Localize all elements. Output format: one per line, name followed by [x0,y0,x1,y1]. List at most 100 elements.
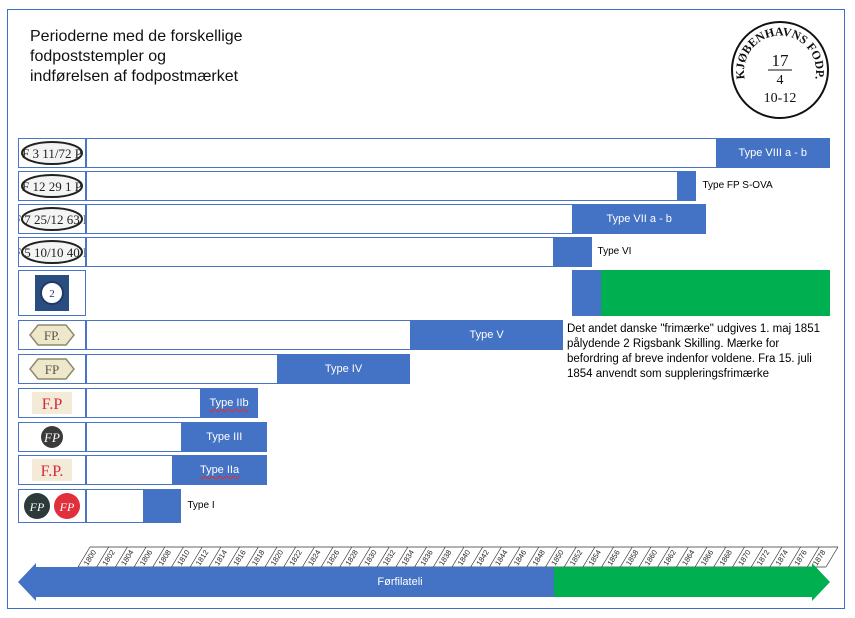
year-tick-label: 1806 [138,548,154,567]
year-tick-label: 1834 [400,548,416,567]
tick-line [601,546,614,568]
oval-stamp-icon: F 5 10/10 40 P [18,237,86,267]
year-tick-label: 1870 [736,548,752,567]
year-tick-label: 1820 [269,548,285,567]
year-tick-label: 1856 [605,548,621,567]
period-bar [572,270,602,316]
svg-text:2: 2 [49,288,55,300]
period-label: Type VIII a - b [738,147,807,159]
tick-line [339,546,353,568]
period-bar [553,237,592,267]
svg-text:FP: FP [59,500,75,514]
period-label: Type III [206,431,243,443]
period-bar: Type III [181,422,268,452]
postmark-hour: 10-12 [764,91,797,106]
red-fp-icon: F.P. [18,455,86,485]
year-tick-label: 1824 [306,548,322,567]
year-tick-label: 1832 [381,548,397,567]
period-label: Type FP S-OVA [702,180,773,191]
tick-line [376,546,390,568]
tick-line [283,546,297,568]
postage-stamp-icon: 2 [18,270,86,316]
period-bar: Type IIa [171,455,268,485]
period-label: Type V [469,329,504,341]
tick-line [489,546,502,568]
timeline-arrow-blue [18,563,554,601]
tick-line [414,546,427,568]
year-tick-label: 1848 [530,548,546,567]
year-tick-label: 1842 [474,548,490,567]
tick-line [77,546,91,568]
tick-line [825,546,839,568]
svg-text:F 12 29 1 P: F 12 29 1 P [22,179,82,194]
year-tick-label: 1858 [624,548,640,567]
tick-line [507,546,521,568]
year-tick-label: 1818 [250,548,266,567]
year-tick-label: 1800 [82,548,98,567]
year-tick-label: 1872 [755,548,771,567]
period-row [86,171,697,201]
year-tick-label: 1878 [811,548,827,567]
tick-line [563,546,577,568]
tick-line [395,546,409,568]
diagram-frame [7,9,845,609]
postmark-circle [731,21,829,119]
year-tick-label: 1846 [512,548,528,567]
svg-text:F.P.: F.P. [41,463,64,480]
period-label: Type IV [324,363,363,375]
tick-line [227,546,240,568]
year-tick-label: 1808 [156,548,172,567]
year-tick-label: 1828 [343,548,359,567]
tick-line [208,546,222,568]
svg-text:FP: FP [29,500,45,514]
forfilateli-label: Førfilateli [377,576,423,588]
red-fp-icon: F.P [18,388,86,418]
period-bar [677,171,697,201]
tick-line [545,546,558,568]
octagon-stamp-icon: FP. [18,320,86,350]
year-tick-label: 1802 [100,548,116,567]
tick-line [470,546,484,568]
year-tick-label: 1852 [568,548,584,567]
year-tick-label: 1866 [699,548,715,567]
year-tick-label: 1854 [587,548,603,567]
tick-line [694,546,708,568]
green-period-bar [601,270,830,316]
tick-line [526,546,540,568]
svg-text:F 7 25/12 63 P: F 7 25/12 63 P [19,212,85,227]
period-label: Type I [187,500,215,511]
tick-line [676,546,689,568]
year-tick-label: 1874 [774,548,790,567]
year-tick-label: 1864 [680,548,696,567]
period-label: Type VI [597,246,632,257]
year-tick-label: 1862 [661,548,677,567]
period-label: Type IIb [209,397,249,409]
year-tick-label: 1816 [231,548,247,567]
year-tick-label: 1826 [325,548,341,567]
tick-line [245,546,259,568]
tick-line [302,546,315,568]
tick-line [320,546,334,568]
period-bar [143,489,182,523]
postmark-day: 17 [772,51,790,70]
tick-line [115,546,128,568]
tick-line [189,546,203,568]
oval-stamp-icon: F 12 29 1 P [18,171,86,201]
period-row [86,237,592,267]
oval-stamp-icon: F 3 11/72 P [18,138,86,168]
year-tick-label: 1830 [362,548,378,567]
diagram-title: Perioderne med de forskellige fodpostste… [30,28,243,85]
period-bar: Type IV [276,354,411,384]
year-tick-label: 1868 [717,548,733,567]
svg-text:FP.: FP. [44,328,60,343]
period-label: Type VII a - b [606,213,672,225]
octagon-stamp-icon: FP [18,354,86,384]
tick-line [358,546,371,568]
tick-line [133,546,147,568]
svg-text:FP: FP [45,362,59,377]
year-tick-label: 1804 [119,548,135,567]
svg-text:F.P: F.P [42,396,63,413]
svg-text:F 5 10/10 40 P: F 5 10/10 40 P [19,245,85,260]
year-tick-label: 1844 [493,548,509,567]
